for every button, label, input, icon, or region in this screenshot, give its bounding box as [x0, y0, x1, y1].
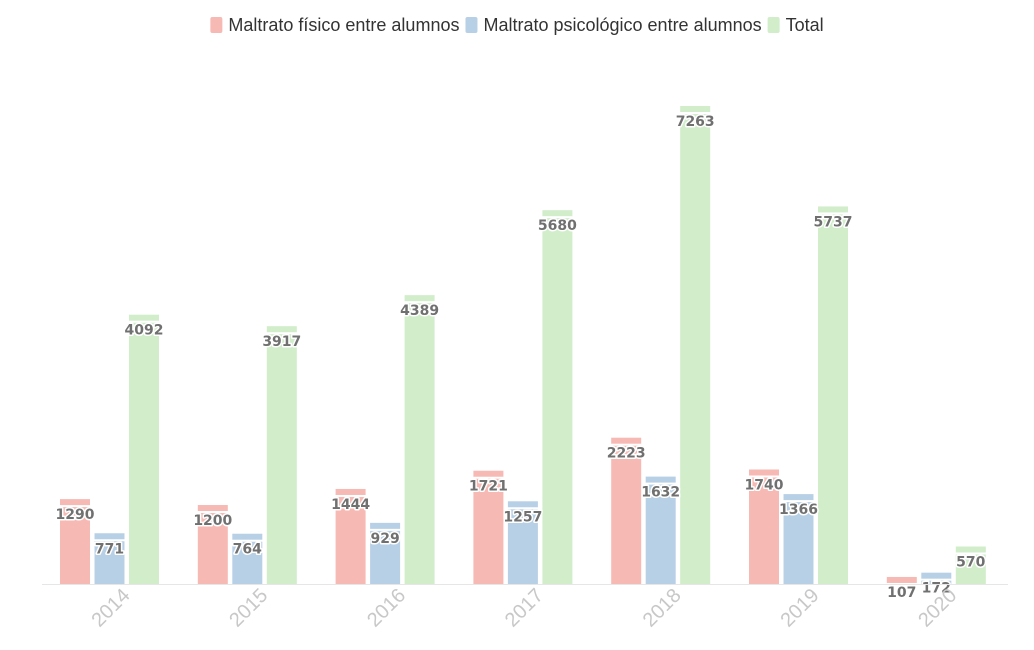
bar-maltrato-fisico-entre-alumnos-2015-top: [197, 505, 228, 512]
bar-maltrato-fisico-entre-alumnos-2018-top: [611, 437, 642, 444]
legend-label: Maltrato físico entre alumnos: [228, 15, 459, 35]
bar-maltrato-psicologico-entre-alumnos-2020: [921, 580, 952, 584]
bar-total-2017-top: [542, 210, 573, 217]
data-label-total-2016: 4389: [400, 303, 439, 319]
x-tick-label-2017: 2017: [501, 584, 548, 631]
x-tick-label-2019: 2019: [776, 584, 823, 631]
bar-maltrato-psicologico-entre-alumnos-2020-top: [921, 572, 952, 579]
bar-maltrato-fisico-entre-alumnos-2020-top: [886, 576, 917, 583]
data-label-maltrato-fisico-entre-alumnos-2014: 1290: [56, 507, 95, 523]
bar-maltrato-psicologico-entre-alumnos-2019: [783, 502, 814, 584]
bar-maltrato-psicologico-entre-alumnos-2015-top: [232, 533, 263, 540]
bar-total-2020: [955, 554, 986, 584]
bar-maltrato-psicologico-entre-alumnos-2014: [94, 541, 125, 584]
bar-total-2018: [680, 114, 711, 584]
bar-maltrato-fisico-entre-alumnos-2014: [60, 507, 90, 584]
data-label-maltrato-psicologico-entre-alumnos-2016: 929: [370, 531, 399, 547]
data-label-maltrato-psicologico-entre-alumnos-2018: 1632: [641, 485, 680, 501]
data-label-maltrato-fisico-entre-alumnos-2019: 1740: [745, 477, 784, 493]
legend: Maltrato físico entre alumnos Maltrato ps…: [210, 15, 824, 35]
data-label-maltrato-psicologico-entre-alumnos-2015: 764: [233, 542, 262, 558]
data-label-maltrato-psicologico-entre-alumnos-2014: 771: [95, 541, 124, 557]
x-tick-label-2018: 2018: [639, 584, 686, 631]
bar-maltrato-psicologico-entre-alumnos-2016: [370, 530, 401, 584]
bar-total-2016-top: [404, 295, 435, 302]
bars: [60, 106, 986, 585]
legend-swatch: [465, 17, 478, 33]
bar-maltrato-psicologico-entre-alumnos-2015: [232, 541, 263, 584]
bar-maltrato-psicologico-entre-alumnos-2018-top: [645, 476, 676, 483]
data-label-total-2014: 4092: [125, 323, 164, 339]
legend-item-maltrato-fisico-entre-alumnos[interactable]: Maltrato físico entre alumnos: [210, 15, 459, 35]
bar-maltrato-psicologico-entre-alumnos-2016-top: [370, 522, 401, 529]
bar-total-2015: [266, 334, 297, 584]
bar-total-2014: [129, 322, 159, 584]
legend-swatch: [767, 17, 780, 33]
x-tick-label-2016: 2016: [363, 584, 410, 631]
legend-item-maltrato-psicologico-entre-alumnos[interactable]: Maltrato psicológico entre alumnos: [465, 15, 762, 35]
data-label-maltrato-psicologico-entre-alumnos-2017: 1257: [503, 509, 542, 525]
bar-total-2019: [818, 214, 848, 585]
data-label-maltrato-fisico-entre-alumnos-2015: 1200: [193, 513, 232, 529]
bar-total-2020-top: [955, 546, 986, 553]
bar-total-2016: [404, 303, 435, 584]
data-label-maltrato-psicologico-entre-alumnos-2019: 1366: [779, 502, 818, 518]
bar-maltrato-fisico-entre-alumnos-2016: [335, 496, 366, 584]
bar-maltrato-psicologico-entre-alumnos-2014-top: [94, 533, 125, 540]
bar-maltrato-fisico-entre-alumnos-2015: [197, 513, 228, 584]
data-label-total-2020: 570: [956, 554, 985, 570]
data-label-maltrato-fisico-entre-alumnos-2020: 107: [887, 585, 916, 601]
bar-maltrato-fisico-entre-alumnos-2018: [611, 445, 642, 584]
legend-swatch: [210, 17, 223, 33]
bar-maltrato-fisico-entre-alumnos-2017: [473, 478, 504, 584]
bar-maltrato-fisico-entre-alumnos-2016-top: [335, 488, 366, 495]
x-axis-ticks: 2014 2015 2016 2017 2018 2019 2020: [87, 584, 961, 631]
bar-maltrato-psicologico-entre-alumnos-2019-top: [783, 494, 814, 501]
bar-maltrato-psicologico-entre-alumnos-2017-top: [507, 501, 538, 508]
legend-label: Total: [786, 15, 824, 35]
data-label-total-2015: 3917: [262, 334, 301, 350]
bar-total-2018-top: [680, 106, 711, 112]
bar-maltrato-fisico-entre-alumnos-2017-top: [473, 470, 504, 477]
data-label-maltrato-fisico-entre-alumnos-2016: 1444: [331, 497, 370, 513]
legend-label: Maltrato psicológico entre alumnos: [483, 15, 761, 35]
bar-maltrato-fisico-entre-alumnos-2019-top: [749, 469, 779, 476]
bar-maltrato-fisico-entre-alumnos-2019: [749, 477, 779, 584]
data-label-total-2019: 5737: [814, 214, 853, 230]
bar-maltrato-psicologico-entre-alumnos-2018: [645, 484, 676, 584]
data-label-maltrato-fisico-entre-alumnos-2018: 2223: [607, 446, 646, 462]
bar-total-2015-top: [266, 326, 297, 333]
data-label-total-2017: 5680: [538, 218, 577, 234]
bar-total-2019-top: [818, 206, 848, 213]
bar-maltrato-fisico-entre-alumnos-2014-top: [60, 499, 90, 506]
data-label-total-2018: 7263: [676, 114, 715, 130]
x-tick-label-2015: 2015: [225, 584, 272, 631]
bar-maltrato-psicologico-entre-alumnos-2017: [507, 509, 538, 584]
legend-item-total[interactable]: Total: [767, 15, 824, 35]
data-label-maltrato-fisico-entre-alumnos-2017: 1721: [469, 479, 508, 495]
x-tick-label-2014: 2014: [87, 584, 134, 631]
bar-total-2017: [542, 218, 573, 585]
bar-total-2014-top: [129, 314, 159, 321]
